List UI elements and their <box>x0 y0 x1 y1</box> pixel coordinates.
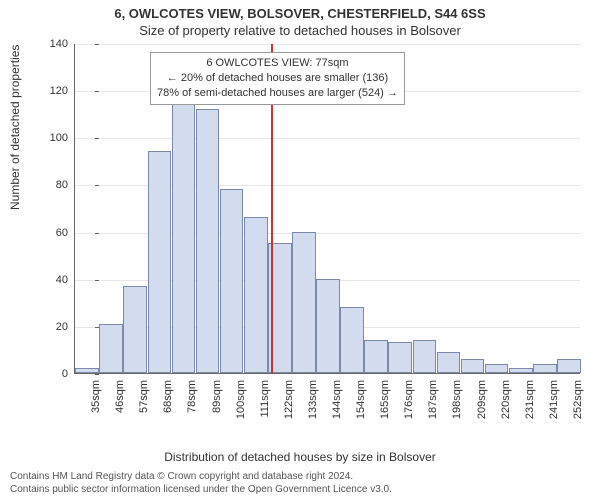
xtick-label: 46sqm <box>114 380 126 413</box>
xtick-label: 78sqm <box>186 380 198 413</box>
xtick-label: 241sqm <box>548 380 560 419</box>
xtick-label: 176sqm <box>403 380 415 419</box>
histogram-bar <box>557 359 581 373</box>
ytick-mark <box>95 138 99 139</box>
xtick-label: 198sqm <box>451 380 463 419</box>
xtick-label: 111sqm <box>259 380 271 418</box>
annotation-line1: 6 OWLCOTES VIEW: 77sqm <box>157 56 398 71</box>
xtick-label: 57sqm <box>138 380 150 413</box>
ytick-label: 120 <box>28 85 68 97</box>
ytick-mark <box>95 233 99 234</box>
xtick-label: 220sqm <box>500 380 512 419</box>
ytick-label: 20 <box>28 321 68 333</box>
footer-attribution: Contains HM Land Registry data © Crown c… <box>10 470 392 496</box>
histogram-bar <box>316 279 340 373</box>
xtick-label: 122sqm <box>283 380 295 419</box>
xtick-label: 231sqm <box>524 380 536 419</box>
title-subtitle: Size of property relative to detached ho… <box>0 21 600 38</box>
y-axis-label: Number of detached properties <box>8 45 22 210</box>
histogram-bar <box>292 232 316 373</box>
histogram-bar <box>244 217 268 373</box>
histogram-bar <box>220 189 244 373</box>
histogram-bar <box>340 307 364 373</box>
histogram-bar <box>413 340 437 373</box>
title-address: 6, OWLCOTES VIEW, BOLSOVER, CHESTERFIELD… <box>0 0 600 21</box>
histogram-bar <box>461 359 485 373</box>
xtick-label: 252sqm <box>572 380 584 419</box>
gridline <box>75 138 580 139</box>
xtick-label: 35sqm <box>90 380 102 413</box>
x-axis-label: Distribution of detached houses by size … <box>0 450 600 464</box>
ytick-label: 100 <box>28 132 68 144</box>
histogram-bar <box>533 364 557 373</box>
histogram-bar <box>99 324 123 374</box>
histogram-bar <box>485 364 509 373</box>
ytick-label: 140 <box>28 38 68 50</box>
xtick-label: 133sqm <box>307 380 319 419</box>
histogram-bar <box>364 340 388 373</box>
footer-line1: Contains HM Land Registry data © Crown c… <box>10 470 392 483</box>
ytick-label: 80 <box>28 179 68 191</box>
ytick-mark <box>95 280 99 281</box>
histogram-bar <box>388 342 412 373</box>
histogram-bar <box>437 352 461 373</box>
gridline <box>75 44 580 45</box>
ytick-mark <box>95 374 99 375</box>
ytick-mark <box>95 44 99 45</box>
ytick-label: 0 <box>28 368 68 380</box>
ytick-label: 40 <box>28 274 68 286</box>
histogram-bar <box>509 368 533 373</box>
annotation-line3: 78% of semi-detached houses are larger (… <box>157 86 398 101</box>
footer-line2: Contains public sector information licen… <box>10 483 392 496</box>
histogram-bar <box>172 95 196 373</box>
xtick-label: 89sqm <box>211 380 223 413</box>
xtick-label: 100sqm <box>235 380 247 419</box>
histogram-bar <box>75 368 99 373</box>
ytick-label: 60 <box>28 227 68 239</box>
xtick-label: 165sqm <box>379 380 391 419</box>
xtick-label: 68sqm <box>162 380 174 413</box>
histogram-bar <box>148 151 172 373</box>
ytick-mark <box>95 91 99 92</box>
xtick-label: 187sqm <box>427 380 439 419</box>
ytick-mark <box>95 185 99 186</box>
histogram-bar <box>123 286 147 373</box>
plot-area: 6 OWLCOTES VIEW: 77sqm ← 20% of detached… <box>74 44 580 374</box>
annotation-line2: ← 20% of detached houses are smaller (13… <box>157 71 398 86</box>
annotation-box: 6 OWLCOTES VIEW: 77sqm ← 20% of detached… <box>150 52 405 105</box>
histogram-bar <box>196 109 220 373</box>
xtick-label: 144sqm <box>331 380 343 419</box>
xtick-label: 209sqm <box>476 380 488 419</box>
chart-container: 6 OWLCOTES VIEW: 77sqm ← 20% of detached… <box>50 44 580 414</box>
xtick-label: 154sqm <box>355 380 367 419</box>
